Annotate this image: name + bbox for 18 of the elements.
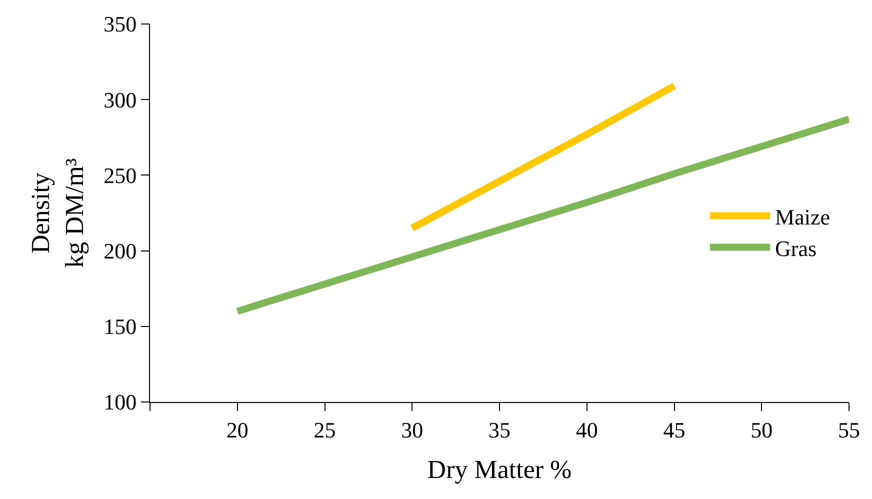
x-tick-label: 35 [488, 417, 510, 442]
x-tick-label: 30 [401, 417, 424, 442]
y-tick-label: 100 [104, 390, 137, 415]
y-tick-label: 200 [104, 238, 137, 264]
y-tick-label: 300 [104, 87, 137, 112]
legend-label: Gras [775, 236, 817, 261]
y-axis-title: Density kg DM/m³ [26, 158, 89, 268]
x-axis-title: Dry Matter % [427, 455, 572, 484]
x-tick-label: 50 [750, 417, 773, 442]
x-tick-label: 25 [314, 417, 336, 442]
x-tick-label: 20 [226, 417, 248, 442]
y-tick-label: 150 [104, 314, 137, 340]
y-tick-label: 350 [104, 12, 137, 37]
x-tick-label: 40 [576, 417, 598, 442]
legend-label: Maize [775, 204, 830, 230]
y-tick-label: 250 [104, 162, 137, 188]
x-tick-label: 55 [838, 417, 860, 442]
x-tick-label: 45 [663, 417, 686, 442]
